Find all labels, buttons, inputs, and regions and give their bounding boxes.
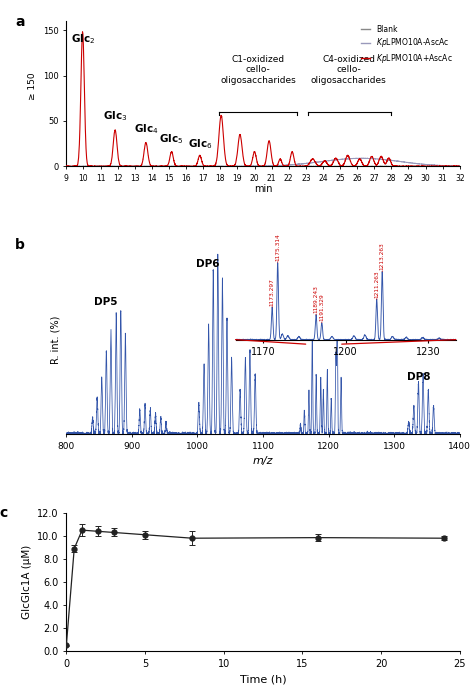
X-axis label: min: min bbox=[254, 184, 273, 195]
Text: Glc$_3$: Glc$_3$ bbox=[103, 109, 128, 122]
Text: DP8: DP8 bbox=[407, 372, 431, 382]
Text: DP7: DP7 bbox=[307, 322, 331, 332]
Text: DP5: DP5 bbox=[94, 297, 118, 307]
Text: Glc$_4$: Glc$_4$ bbox=[134, 122, 158, 136]
Text: ≥ 150: ≥ 150 bbox=[28, 73, 37, 100]
Text: DP6: DP6 bbox=[196, 259, 219, 269]
X-axis label: Time (h): Time (h) bbox=[240, 674, 286, 684]
Text: a: a bbox=[15, 15, 25, 29]
Text: Glc$_2$: Glc$_2$ bbox=[71, 32, 95, 46]
Text: Glc$_5$: Glc$_5$ bbox=[159, 132, 184, 146]
Text: c: c bbox=[0, 506, 8, 520]
Text: C1-oxidized
cello-
oligosaccharides: C1-oxidized cello- oligosaccharides bbox=[220, 55, 296, 85]
X-axis label: m/z: m/z bbox=[253, 456, 273, 466]
Text: Glc$_6$: Glc$_6$ bbox=[188, 137, 212, 151]
Y-axis label: R. int. (%): R. int. (%) bbox=[51, 316, 61, 364]
Legend: Blank, $Kp$LPMO10A-AscAc, $Kp$LPMO10A+AscAc: Blank, $Kp$LPMO10A-AscAc, $Kp$LPMO10A+As… bbox=[358, 22, 456, 68]
Text: b: b bbox=[15, 237, 25, 251]
Text: C4-oxidized
cello-
oligosaccharides: C4-oxidized cello- oligosaccharides bbox=[311, 55, 386, 85]
Y-axis label: GlcGlc1A (μM): GlcGlc1A (μM) bbox=[22, 545, 32, 619]
